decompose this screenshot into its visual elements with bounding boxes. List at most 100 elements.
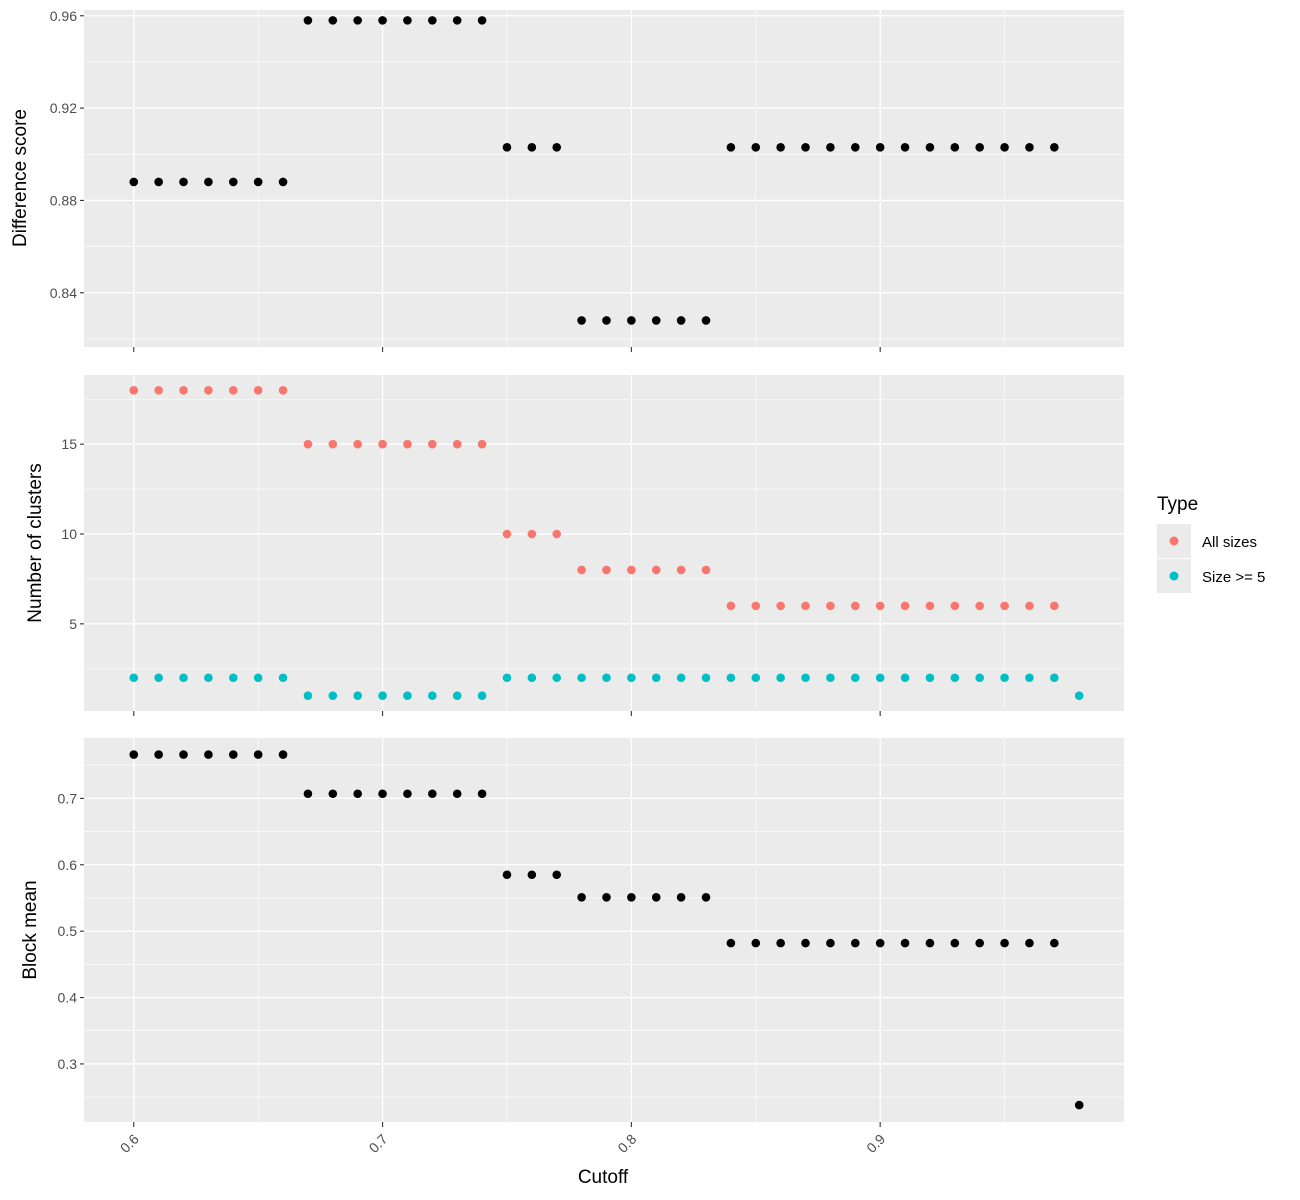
data-point [253,177,263,187]
block-mean-panel: 0.3 0.4 0.5 0.6 0.7 [58,738,1124,1127]
data-point [875,601,885,611]
data-point [627,673,636,683]
y-tick-label: 5 [69,616,77,632]
data-point [228,385,238,395]
data-point [129,750,139,759]
y-axis-title-difference-score: Difference score [10,109,31,247]
data-point [900,143,910,152]
legend-label-size-5: Size >= 5 [1202,569,1265,586]
data-point [975,673,984,683]
panel-background [84,375,1124,711]
y-axis-title-block-mean: Block mean [20,880,41,979]
data-point [477,16,487,25]
y-tick-label: 0.6 [58,857,78,873]
data-point [353,789,362,799]
data-point [676,316,686,325]
data-point [179,177,188,187]
data-point [1074,691,1084,701]
data-point [179,385,188,395]
data-point [204,673,213,683]
data-point [875,673,885,683]
data-point [701,316,711,325]
data-point [726,601,736,611]
data-point [776,601,785,611]
data-point [378,439,387,449]
data-point [751,143,761,152]
data-point [900,673,910,683]
data-point [527,673,537,683]
data-point [1025,673,1034,683]
data-point [204,750,213,759]
y-tick-label: 15 [61,436,77,452]
data-point [975,601,984,611]
data-point [428,789,437,799]
data-point [502,529,512,539]
data-point [1000,143,1009,152]
data-point [776,673,785,683]
data-point [925,938,935,948]
data-point [925,601,935,611]
data-point [1050,601,1059,611]
y-tick-label: 0.88 [50,192,77,208]
y-tick-label: 0.84 [50,285,77,301]
data-point [602,316,611,325]
data-point [204,385,213,395]
data-point [975,143,984,152]
data-point [850,673,860,683]
data-point [627,565,636,575]
difference-score-panel: 0.84 0.88 0.92 0.96 [50,8,1124,352]
data-point [1025,143,1034,152]
data-point [204,177,213,187]
data-point [129,673,139,683]
data-point [801,938,810,948]
data-point [1050,938,1059,948]
panel-background [84,738,1124,1122]
data-point [278,177,288,187]
data-point [1074,1100,1084,1110]
data-point [1000,938,1009,948]
data-point [477,789,487,799]
y-tick-label: 0.96 [50,8,77,24]
data-point [179,673,188,683]
data-point [602,893,611,902]
data-point [353,16,362,25]
data-point [527,870,537,880]
data-point [900,601,910,611]
data-point [751,938,761,948]
data-point [751,673,761,683]
data-point [950,601,960,611]
data-point [552,529,562,539]
data-point [900,938,910,948]
data-point [1025,938,1034,948]
y-tick-label: 10 [61,526,77,542]
data-point [378,16,387,25]
data-point [925,143,935,152]
data-point [154,750,163,759]
data-point [826,143,835,152]
data-point [428,439,437,449]
data-point [502,870,512,880]
data-point [428,16,437,25]
data-point [353,439,362,449]
data-point [452,691,462,701]
data-point [378,789,387,799]
number-of-clusters-panel: 5 10 15 [61,375,1124,716]
data-point [950,143,960,152]
data-point [651,673,661,683]
data-point [701,893,711,902]
data-point [726,673,736,683]
data-point [1000,601,1009,611]
data-point [154,673,163,683]
data-point [701,673,711,683]
data-point [403,439,412,449]
data-point [253,750,263,759]
data-point [651,565,661,575]
data-point [726,938,736,948]
data-point [577,893,586,902]
y-tick-label: 0.5 [58,923,78,939]
data-point [751,601,761,611]
data-point [676,893,686,902]
data-point [801,673,810,683]
data-point [179,750,188,759]
